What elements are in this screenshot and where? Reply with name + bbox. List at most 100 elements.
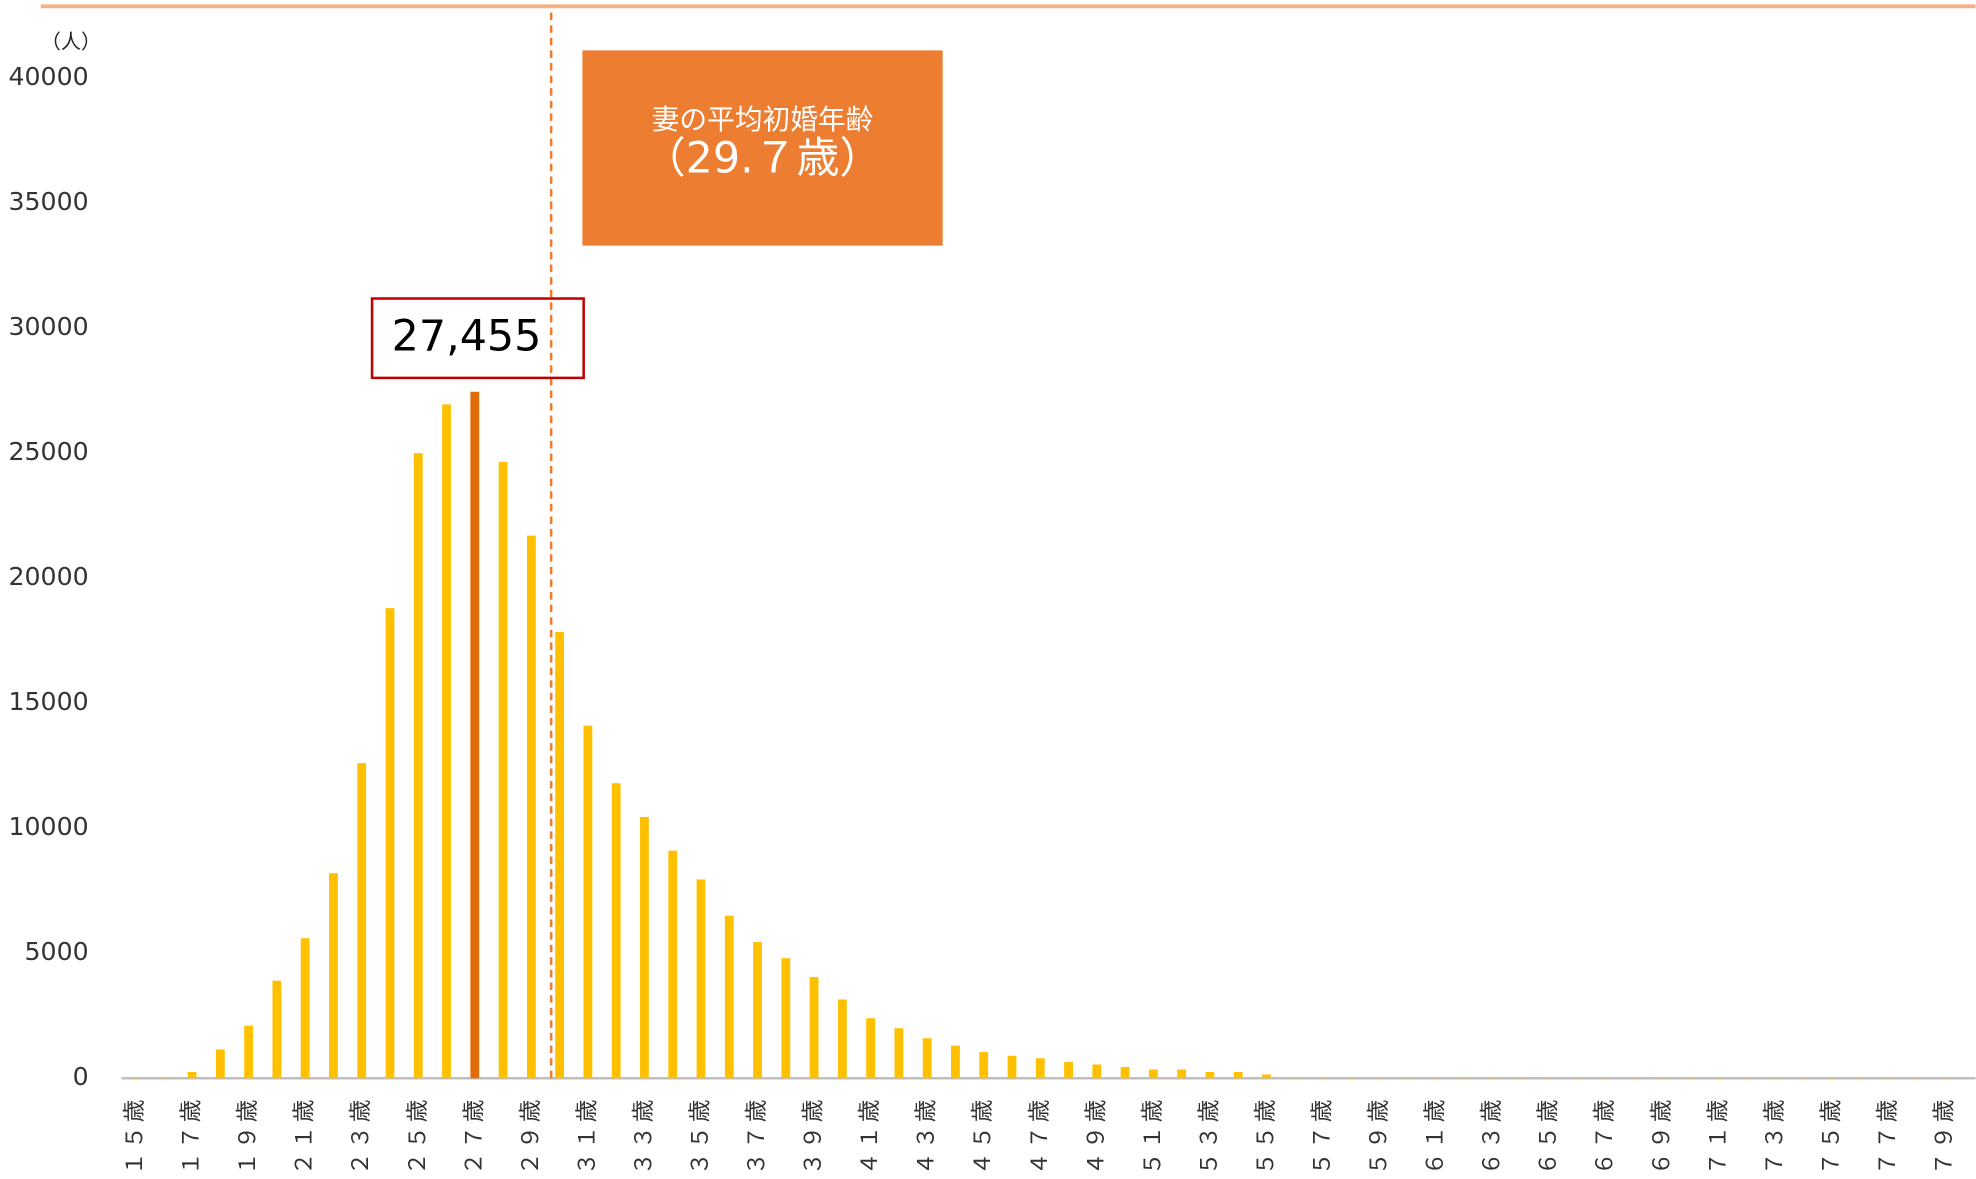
y-tick-label: 35000 — [8, 187, 88, 216]
x-tick-label: ３７歳 — [744, 1096, 770, 1175]
bar — [1459, 1077, 1469, 1079]
bar — [1346, 1077, 1356, 1079]
bar — [272, 980, 282, 1079]
x-tick-label: １７歳 — [179, 1096, 205, 1175]
bar — [159, 1076, 169, 1079]
bar — [526, 535, 536, 1079]
x-tick-label: ５１歳 — [1140, 1096, 1166, 1175]
mean-box — [582, 50, 943, 246]
bar — [753, 941, 762, 1079]
bar — [979, 1051, 989, 1079]
bar — [300, 938, 310, 1079]
mean-label: （29.７歳） — [643, 134, 882, 184]
y-tick-label: 10000 — [8, 812, 88, 841]
bar — [1799, 1077, 1809, 1079]
x-tick-label: ６３歳 — [1479, 1096, 1505, 1175]
bar — [640, 816, 649, 1079]
bar — [1120, 1066, 1130, 1079]
bar — [329, 873, 338, 1079]
bar — [357, 763, 367, 1079]
bar — [922, 1038, 932, 1079]
bar — [1742, 1077, 1752, 1079]
bar — [244, 1025, 254, 1079]
bar — [1290, 1077, 1300, 1079]
bar — [781, 958, 791, 1079]
x-tick-label: ２９歳 — [518, 1096, 544, 1175]
y-tick-label: 30000 — [8, 312, 88, 341]
bar — [696, 879, 706, 1079]
bar — [1940, 1077, 1950, 1079]
x-tick-label: ４７歳 — [1027, 1096, 1053, 1175]
bar — [894, 1028, 904, 1079]
x-tick-label: ７１歳 — [1705, 1096, 1731, 1175]
y-tick-label: 15000 — [8, 687, 88, 716]
x-tick-label: ６９歳 — [1649, 1096, 1675, 1175]
peak-box — [370, 297, 585, 380]
peak-label: 27,455 — [392, 311, 542, 361]
x-tick-label: ４５歳 — [970, 1096, 996, 1175]
bar — [1516, 1077, 1526, 1079]
bar — [1007, 1055, 1017, 1079]
x-tick-label: ７７歳 — [1875, 1096, 1901, 1175]
y-tick-label: 5000 — [25, 937, 89, 966]
bar — [1629, 1077, 1639, 1079]
x-tick-label: ７３歳 — [1762, 1096, 1788, 1175]
bar — [583, 725, 593, 1079]
x-tick-label: ３１歳 — [574, 1096, 600, 1175]
bar — [724, 915, 734, 1079]
bar — [1148, 1069, 1158, 1079]
bar — [1544, 1077, 1554, 1079]
y-tick-label: 25000 — [8, 437, 88, 466]
bar — [1233, 1071, 1243, 1079]
x-tick-label: ３３歳 — [631, 1096, 657, 1175]
x-tick-label: ５７歳 — [1310, 1096, 1336, 1175]
x-tick-label: ６１歳 — [1423, 1096, 1449, 1175]
bar — [470, 391, 480, 1079]
bar — [1403, 1077, 1413, 1079]
bar — [1884, 1077, 1893, 1079]
mean-title: 妻の平均初婚年齢 — [652, 103, 874, 136]
bar — [1686, 1077, 1695, 1079]
bar — [555, 631, 565, 1079]
bar — [951, 1045, 960, 1079]
x-tick-label: ２１歳 — [292, 1096, 318, 1175]
x-tick-label: ７５歳 — [1818, 1096, 1844, 1175]
bar — [1488, 1077, 1498, 1079]
bar — [1431, 1077, 1441, 1079]
x-tick-label: ５３歳 — [1196, 1096, 1222, 1175]
bar — [498, 461, 508, 1079]
x-tick-label: ３５歳 — [687, 1096, 713, 1175]
bar — [1855, 1077, 1865, 1079]
x-tick-label: ３９歳 — [801, 1096, 827, 1175]
x-tick-label: ２７歳 — [461, 1096, 487, 1175]
x-tick-label: ２５歳 — [405, 1096, 431, 1175]
bar — [1177, 1069, 1187, 1079]
x-tick-label: ４１歳 — [857, 1096, 883, 1175]
x-tick-label: １９歳 — [235, 1096, 261, 1175]
bar — [1657, 1077, 1667, 1079]
x-tick-label: ６５歳 — [1536, 1096, 1562, 1175]
y-tick-label: 40000 — [8, 62, 88, 91]
bar — [837, 999, 847, 1079]
bar — [1770, 1077, 1780, 1079]
bar — [809, 976, 819, 1079]
bar — [187, 1071, 197, 1079]
bar — [215, 1049, 225, 1079]
bar — [668, 850, 678, 1079]
x-tick-label: ４９歳 — [1083, 1096, 1109, 1175]
x-tick-label: ５５歳 — [1253, 1096, 1279, 1175]
bar — [131, 1076, 140, 1079]
bar — [385, 608, 395, 1079]
bar — [1205, 1071, 1215, 1079]
y-tick-label: 0 — [73, 1062, 89, 1091]
bar — [1601, 1077, 1611, 1079]
bar — [1092, 1064, 1102, 1079]
bar — [1714, 1077, 1724, 1079]
y-tick-label: 20000 — [8, 562, 88, 591]
x-tick-label: ４３歳 — [914, 1096, 940, 1175]
x-tick-label: １５歳 — [122, 1096, 148, 1175]
bar — [866, 1018, 876, 1079]
bar — [442, 404, 451, 1079]
bar — [1375, 1077, 1384, 1079]
